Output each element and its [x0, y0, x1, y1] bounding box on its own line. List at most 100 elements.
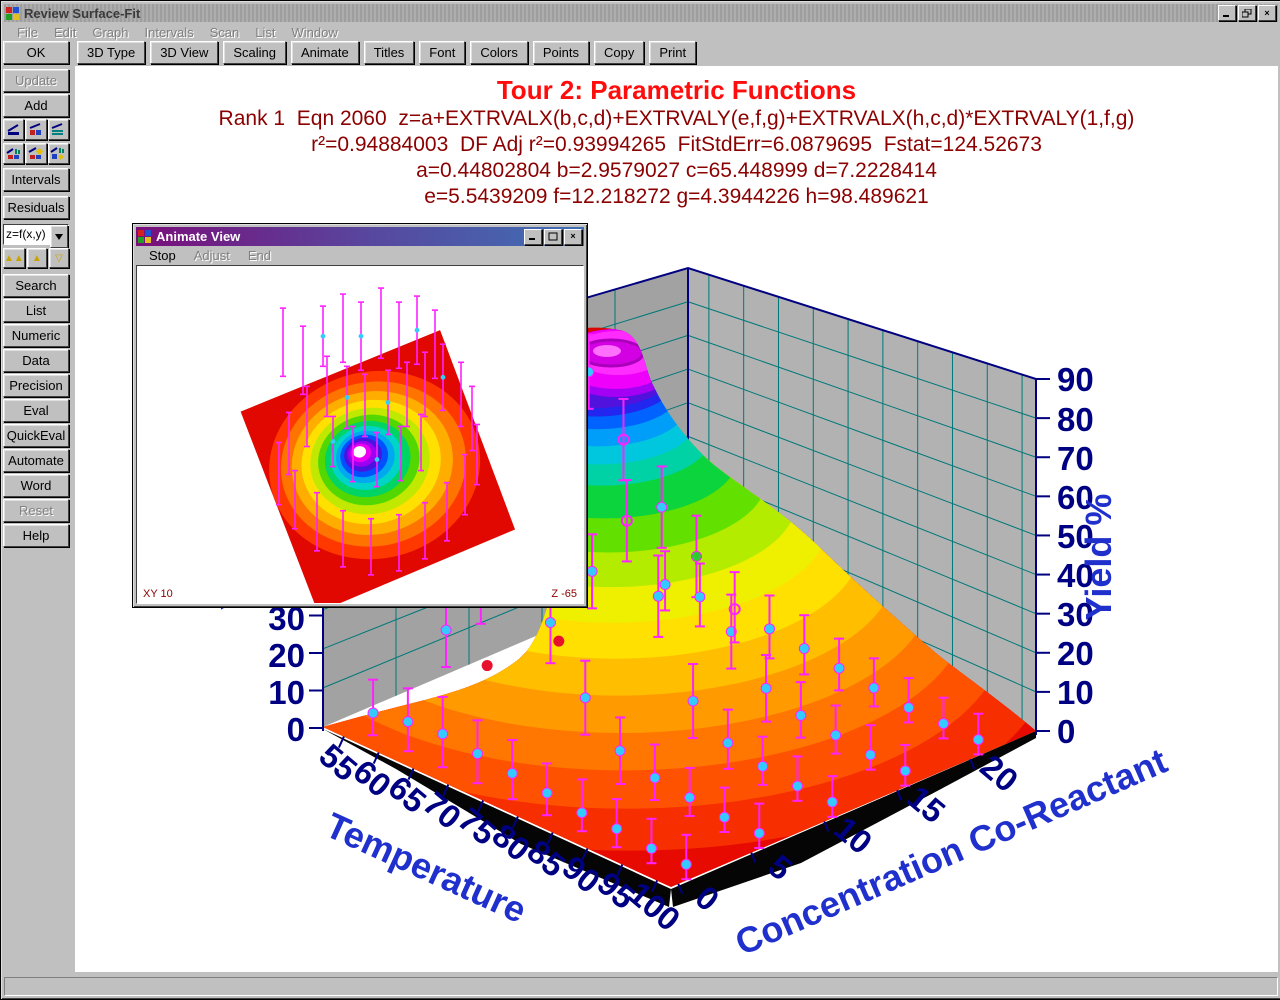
- data-point: [576, 807, 588, 819]
- menu-file[interactable]: File: [17, 25, 38, 40]
- search-button[interactable]: Search: [3, 274, 69, 297]
- graph-diamond-table-icon[interactable]: [25, 143, 47, 164]
- quickeval-button[interactable]: QuickEval: [3, 424, 69, 447]
- data-point: [437, 728, 449, 740]
- mini-data-point: [344, 394, 350, 400]
- z-tick: 80: [1057, 401, 1094, 438]
- menu-intervals[interactable]: Intervals: [144, 25, 194, 40]
- graph-bars-table-icon[interactable]: [3, 143, 25, 164]
- data-point: [553, 635, 565, 647]
- data-point: [760, 682, 772, 694]
- fit-params-line-2: e=5.5439209 f=12.218272 g=4.3944226 h=98…: [424, 185, 929, 208]
- help-button[interactable]: Help: [3, 524, 69, 547]
- graph-red-table-icon[interactable]: [25, 119, 47, 140]
- mini-surface-ring: [353, 446, 367, 458]
- animate-menu-stop[interactable]: Stop: [149, 248, 176, 263]
- toolbar-copy-button[interactable]: Copy: [594, 41, 645, 64]
- data-point: [972, 734, 984, 746]
- residuals-button[interactable]: Residuals: [3, 196, 69, 219]
- tick-mark: [337, 736, 345, 749]
- word-button[interactable]: Word: [3, 474, 69, 497]
- automate-button[interactable]: Automate: [3, 449, 69, 472]
- data-point: [722, 737, 734, 749]
- mini-data-point: [414, 327, 420, 333]
- tick-mark: [511, 816, 519, 829]
- double-up-triangle-button[interactable]: ▲▲: [3, 248, 25, 268]
- data-point: [903, 702, 915, 714]
- menu-list[interactable]: List: [255, 25, 276, 40]
- z-tick: 30: [1057, 596, 1094, 633]
- reset-button[interactable]: Reset: [3, 499, 69, 522]
- z-tick-left: 10: [268, 674, 305, 711]
- z-tick-left: 0: [287, 711, 305, 748]
- mini-data-point: [374, 457, 380, 462]
- up-triangle-button[interactable]: ▲: [26, 248, 47, 268]
- data-point: [541, 787, 553, 799]
- data-point: [440, 624, 452, 636]
- dropdown-arrow-icon[interactable]: [50, 225, 68, 248]
- tick-mark: [546, 832, 554, 845]
- toolbar-titles-button[interactable]: Titles: [363, 41, 415, 64]
- toolbar-print-button[interactable]: Print: [649, 41, 697, 64]
- data-point: [899, 765, 911, 777]
- data-point: [544, 617, 556, 629]
- animate-menu-adjust[interactable]: Adjust: [193, 248, 230, 263]
- data-point: [728, 603, 741, 616]
- precision-button[interactable]: Precision: [3, 374, 69, 397]
- intervals-button[interactable]: Intervals: [3, 168, 69, 191]
- z-function-dropdown[interactable]: z=f(x,y): [3, 224, 69, 248]
- toolbar-animate-button[interactable]: Animate: [291, 41, 359, 64]
- add-button[interactable]: Add: [3, 94, 69, 117]
- data-point: [937, 718, 949, 730]
- animate-menu-end[interactable]: End: [247, 248, 272, 263]
- numeric-button[interactable]: Numeric: [3, 324, 69, 347]
- tick-mark: [407, 768, 415, 781]
- animate-client-area: XY 10 Z -65: [136, 265, 584, 604]
- z-tick: 60: [1057, 479, 1094, 516]
- data-point: [826, 796, 838, 808]
- animate-maximize-button[interactable]: [544, 228, 562, 245]
- restore-button[interactable]: [1238, 5, 1256, 21]
- sidebar: OK Update Add Intervals Residuals z=f(x,…: [3, 41, 70, 549]
- data-point: [798, 643, 810, 655]
- update-button[interactable]: Update: [3, 69, 69, 92]
- data-button[interactable]: Data: [3, 349, 69, 372]
- toolbar-font-button[interactable]: Font: [419, 41, 466, 64]
- down-triangle-button[interactable]: ▽: [48, 248, 70, 268]
- menu-edit[interactable]: Edit: [53, 25, 77, 40]
- animate-minimize-button[interactable]: [524, 228, 542, 245]
- minimize-button[interactable]: [1218, 5, 1236, 21]
- data-point: [620, 514, 633, 527]
- menu-window[interactable]: Window: [291, 25, 338, 40]
- toolbar: 3D Type 3D View Scaling Animate Titles F…: [77, 41, 697, 64]
- menubar: File Edit Graph Intervals Scan List Wind…: [4, 23, 1278, 41]
- menu-scan[interactable]: Scan: [209, 25, 240, 40]
- z-function-value: z=f(x,y): [6, 227, 46, 241]
- data-point: [659, 579, 671, 591]
- data-point: [586, 565, 598, 577]
- graph-bars-diamond-icon[interactable]: [47, 143, 69, 164]
- list-button[interactable]: List: [3, 299, 69, 322]
- ok-button[interactable]: OK: [3, 41, 69, 64]
- close-button[interactable]: ×: [1258, 5, 1276, 21]
- toolbar-points-button[interactable]: Points: [532, 41, 590, 64]
- toolbar-3d-view-button[interactable]: 3D View: [150, 41, 219, 64]
- surface-crater-center: [593, 345, 621, 357]
- data-point: [718, 811, 730, 823]
- toolbar-3d-type-button[interactable]: 3D Type: [77, 41, 146, 64]
- z-tick: 20: [1057, 635, 1094, 672]
- animate-surface-view: [240, 287, 516, 603]
- animate-titlebar: Animate View ×: [136, 227, 584, 246]
- menu-graph[interactable]: Graph: [92, 25, 129, 40]
- animate-xy-rotation: XY 10: [143, 588, 173, 600]
- eval-button[interactable]: Eval: [3, 399, 69, 422]
- graph-teal-table-icon[interactable]: [47, 119, 69, 140]
- toolbar-colors-button[interactable]: Colors: [470, 41, 528, 64]
- animate-close-button[interactable]: ×: [564, 228, 582, 245]
- toolbar-scaling-button[interactable]: Scaling: [223, 41, 287, 64]
- window-title: Review Surface-Fit: [24, 5, 141, 21]
- graph-line-icon[interactable]: [3, 119, 25, 140]
- mini-data-point: [440, 374, 446, 380]
- data-point: [791, 780, 803, 792]
- data-point: [506, 767, 518, 779]
